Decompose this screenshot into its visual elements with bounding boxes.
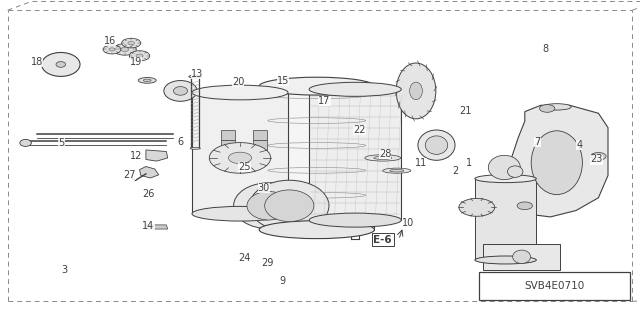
Bar (221, 140, 235, 150)
Circle shape (109, 48, 115, 51)
Polygon shape (140, 167, 159, 178)
Text: 23: 23 (590, 154, 603, 165)
Ellipse shape (265, 190, 314, 222)
Polygon shape (309, 89, 401, 220)
Polygon shape (259, 86, 374, 230)
Circle shape (540, 105, 555, 112)
Ellipse shape (247, 191, 291, 220)
Ellipse shape (410, 82, 422, 100)
Circle shape (128, 41, 134, 45)
Text: 16: 16 (104, 36, 116, 47)
Ellipse shape (192, 85, 288, 100)
Text: 11: 11 (415, 158, 428, 168)
Ellipse shape (42, 53, 80, 77)
Bar (221, 130, 235, 140)
Text: E-6: E-6 (373, 235, 392, 245)
Text: 3: 3 (61, 264, 67, 275)
Ellipse shape (365, 155, 401, 161)
Circle shape (121, 48, 129, 51)
Ellipse shape (475, 174, 536, 182)
Polygon shape (146, 225, 168, 229)
Ellipse shape (383, 168, 411, 173)
Ellipse shape (20, 139, 31, 146)
Bar (483, 244, 560, 270)
Circle shape (129, 51, 150, 61)
Text: 15: 15 (276, 76, 289, 86)
Ellipse shape (508, 166, 523, 177)
Ellipse shape (143, 79, 151, 82)
Polygon shape (509, 105, 608, 217)
Bar (253, 130, 267, 140)
Text: 29: 29 (261, 258, 274, 268)
Ellipse shape (543, 104, 571, 110)
Text: 2: 2 (452, 166, 459, 176)
Ellipse shape (138, 78, 156, 83)
Ellipse shape (192, 206, 288, 221)
Polygon shape (475, 179, 536, 260)
Ellipse shape (309, 213, 401, 227)
Text: 21: 21 (459, 106, 472, 116)
Circle shape (122, 38, 141, 48)
Ellipse shape (390, 169, 404, 172)
Ellipse shape (234, 183, 304, 229)
Ellipse shape (513, 250, 531, 263)
Text: 18: 18 (31, 57, 44, 67)
Text: 20: 20 (232, 77, 244, 87)
Ellipse shape (475, 256, 536, 264)
Ellipse shape (396, 63, 436, 119)
Text: 10: 10 (402, 218, 415, 228)
Circle shape (209, 143, 271, 173)
Circle shape (228, 152, 252, 164)
Text: 22: 22 (353, 125, 366, 135)
Text: 28: 28 (379, 149, 392, 159)
Text: 19: 19 (129, 57, 142, 67)
Text: 8: 8 (542, 44, 548, 55)
Text: 9: 9 (280, 276, 286, 286)
Circle shape (113, 44, 136, 55)
Text: 12: 12 (129, 151, 142, 161)
Circle shape (591, 152, 606, 160)
Ellipse shape (488, 155, 520, 180)
Text: 4: 4 (576, 140, 582, 150)
Ellipse shape (309, 82, 401, 96)
Text: 27: 27 (123, 170, 136, 180)
Text: 30: 30 (257, 182, 270, 193)
Text: 24: 24 (238, 253, 251, 263)
Text: 1: 1 (466, 158, 472, 168)
Ellipse shape (531, 131, 582, 195)
Ellipse shape (374, 156, 392, 160)
Text: SVB4E0710: SVB4E0710 (524, 281, 584, 292)
Text: 13: 13 (191, 69, 204, 79)
Text: 25: 25 (238, 162, 251, 173)
Polygon shape (192, 93, 288, 214)
Text: 26: 26 (142, 189, 155, 199)
Text: 5: 5 (58, 138, 65, 148)
Ellipse shape (426, 136, 448, 154)
Ellipse shape (190, 147, 200, 149)
Ellipse shape (250, 180, 329, 231)
Ellipse shape (173, 87, 188, 95)
Ellipse shape (259, 221, 374, 239)
Text: 17: 17 (318, 96, 331, 107)
Text: 7: 7 (534, 137, 541, 147)
Circle shape (459, 198, 495, 216)
Ellipse shape (189, 75, 202, 78)
Ellipse shape (56, 62, 65, 67)
Circle shape (103, 45, 121, 54)
Ellipse shape (164, 81, 197, 101)
Text: 14: 14 (142, 221, 155, 232)
Text: 6: 6 (177, 137, 184, 147)
Ellipse shape (418, 130, 455, 160)
Bar (253, 140, 267, 150)
Circle shape (517, 202, 532, 210)
Polygon shape (146, 150, 168, 161)
Circle shape (136, 54, 143, 58)
Ellipse shape (259, 77, 374, 95)
Bar (479, 272, 630, 300)
